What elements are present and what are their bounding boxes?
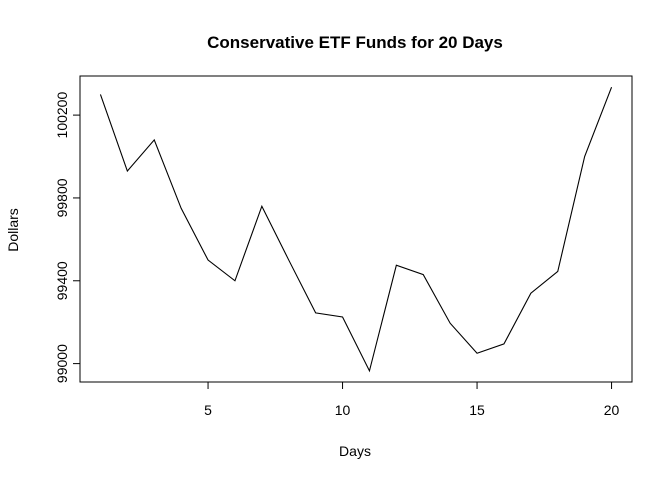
y-axis: 99000 99400 99800 100200 (54, 92, 81, 383)
x-tick-label: 5 (204, 402, 212, 418)
chart-title: Conservative ETF Funds for 20 Days (207, 33, 503, 52)
plot-area-frame (79, 75, 633, 383)
y-axis-label: Dollars (5, 208, 21, 252)
y-tick-label: 99000 (54, 344, 70, 383)
x-axis: 5 10 15 20 (204, 381, 620, 418)
y-tick-label: 99400 (54, 261, 70, 300)
series-line (99, 86, 613, 373)
y-tick-label: 99800 (54, 178, 70, 217)
y-tick-label: 100200 (54, 92, 70, 139)
x-tick-label: 10 (335, 402, 351, 418)
x-tick-label: 20 (604, 402, 620, 418)
x-axis-label: Days (339, 443, 371, 459)
x-tick-label: 15 (469, 402, 485, 418)
